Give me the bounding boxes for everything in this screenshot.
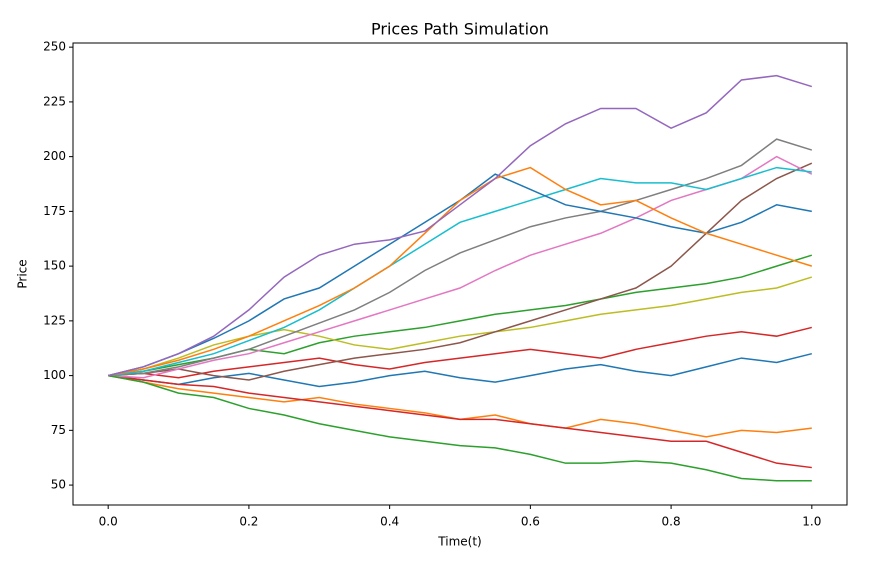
x-tick-label: 0.0 [99,515,118,529]
price-path [108,162,813,381]
y-axis-label: Price [16,259,30,288]
price-path [108,138,813,377]
plot-frame [72,42,848,506]
y-tick-label: 225 [43,94,66,108]
chart-title: Prices Path Simulation [371,20,549,39]
y-tick-label: 75 [51,423,66,437]
x-axis-label: Time(t) [437,535,481,549]
y-tick-label: 200 [43,149,66,163]
y-tick-label: 125 [43,313,66,327]
price-path [108,276,813,377]
x-tick-label: 0.8 [662,515,681,529]
price-path [108,166,812,377]
price-path [108,374,812,469]
price-path [108,326,813,379]
price-path [108,374,812,482]
price-path [107,74,813,377]
x-tick-label: 1.0 [802,515,821,529]
y-tick-label: 100 [43,368,66,382]
price-path [108,166,813,377]
y-tick-label: 250 [43,40,66,54]
y-tick-label: 175 [43,204,66,218]
x-tick-label: 0.6 [521,515,540,529]
x-tick-label: 0.2 [239,515,258,529]
y-tick-label: 150 [43,259,66,273]
y-tick-label: 50 [51,478,66,492]
x-tick-label: 0.4 [380,515,399,529]
price-path [108,155,813,379]
